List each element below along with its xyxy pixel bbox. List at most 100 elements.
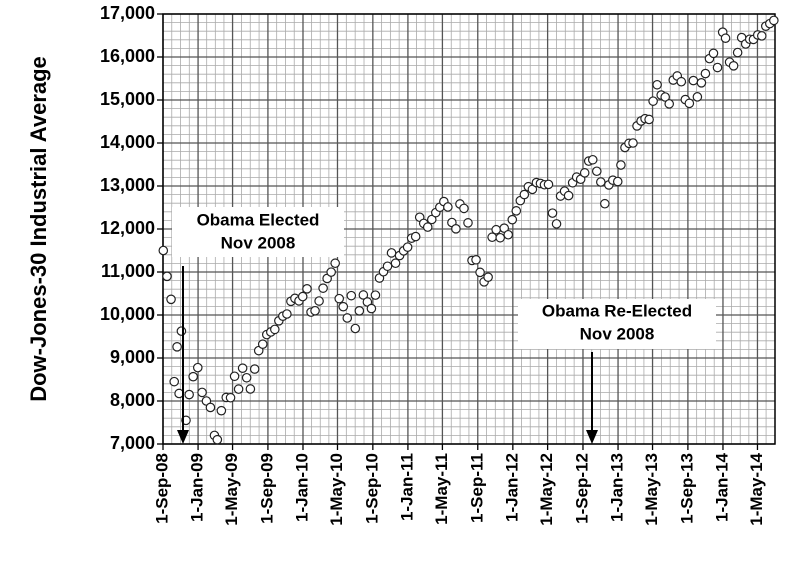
annotation-text: Nov 2008 xyxy=(580,324,655,343)
data-point xyxy=(600,198,610,209)
data-point xyxy=(197,387,207,398)
data-point xyxy=(184,389,194,400)
data-point xyxy=(233,384,244,394)
y-tick-label: 7,000 xyxy=(110,433,155,453)
y-tick-label: 13,000 xyxy=(100,175,155,195)
data-point xyxy=(511,206,522,216)
data-point xyxy=(732,47,743,58)
data-point xyxy=(471,254,481,265)
marks xyxy=(158,15,779,445)
x-tick-label: 1-Sep-08 xyxy=(152,453,171,524)
data-point xyxy=(628,138,638,148)
data-point xyxy=(660,92,670,102)
data-point xyxy=(188,371,198,382)
data-point xyxy=(297,291,308,302)
x-tick-label: 1-Sep-12 xyxy=(572,453,591,524)
data-point xyxy=(326,267,336,277)
annotation-text: Obama Elected xyxy=(197,210,320,229)
data-point xyxy=(644,114,654,125)
x-tick-label: 1-May-10 xyxy=(327,453,346,526)
data-point xyxy=(270,324,280,335)
x-tick-label: 1-Jan-09 xyxy=(188,453,207,522)
data-point xyxy=(282,309,292,319)
data-point xyxy=(172,342,182,352)
data-point xyxy=(426,214,437,225)
data-point xyxy=(579,168,590,178)
data-point xyxy=(595,177,606,187)
data-point xyxy=(212,434,223,445)
x-tick-label: 1-May-13 xyxy=(642,453,661,526)
data-point xyxy=(216,405,227,416)
axes: 7,000 8,000 9,000 10,000 11,000 12,000 13,000 1… xyxy=(100,3,776,526)
data-point xyxy=(257,339,268,349)
data-point xyxy=(205,402,216,413)
y-tick-label: 8,000 xyxy=(110,390,155,410)
data-point xyxy=(543,179,554,190)
data-point xyxy=(756,31,767,41)
x-tick-label: 1-Jan-10 xyxy=(292,453,311,522)
annotation-arrowhead xyxy=(586,430,598,444)
data-point xyxy=(249,364,260,374)
data-point xyxy=(700,68,711,79)
plot-frame xyxy=(162,13,776,445)
data-point xyxy=(612,176,623,187)
data-point xyxy=(358,290,369,300)
data-point xyxy=(158,245,169,256)
data-point xyxy=(386,248,397,258)
data-point xyxy=(563,190,574,201)
data-point xyxy=(354,306,365,316)
annotation-text: Nov 2008 xyxy=(221,233,296,252)
x-tick-label: 1-May-09 xyxy=(222,453,241,526)
data-point xyxy=(684,98,695,109)
x-tick-label: 1-May-14 xyxy=(747,452,766,525)
data-point xyxy=(708,48,719,59)
data-point xyxy=(463,218,473,228)
data-point xyxy=(503,229,514,240)
data-point xyxy=(688,75,699,86)
data-point xyxy=(652,79,662,90)
data-point xyxy=(443,202,453,212)
data-point xyxy=(338,301,349,312)
data-point xyxy=(169,376,180,387)
x-tick-label: 1-Sep-10 xyxy=(362,453,381,524)
data-point xyxy=(237,363,248,373)
annotation-text: Obama Re-Elected xyxy=(542,301,692,320)
data-point xyxy=(491,224,501,235)
data-point xyxy=(495,232,505,243)
data-point xyxy=(342,313,353,323)
data-point xyxy=(229,371,240,382)
data-point xyxy=(302,284,312,294)
data-point xyxy=(648,96,658,106)
data-point xyxy=(616,160,626,170)
annotation-box xyxy=(172,207,344,257)
data-point xyxy=(162,271,172,282)
x-tick-label: 1-Sep-13 xyxy=(677,453,696,524)
data-point xyxy=(402,242,413,252)
data-point xyxy=(475,267,485,278)
data-point xyxy=(696,78,707,88)
data-point xyxy=(728,61,739,71)
data-point xyxy=(192,362,203,373)
y-tick-label: 17,000 xyxy=(100,3,155,23)
data-point xyxy=(318,283,328,293)
data-point xyxy=(483,272,493,283)
data-point xyxy=(551,219,562,229)
data-point xyxy=(245,384,256,394)
y-tick-label: 14,000 xyxy=(100,132,155,152)
data-point xyxy=(330,258,340,269)
data-point xyxy=(712,62,723,73)
data-point xyxy=(547,208,558,218)
data-point xyxy=(591,166,602,177)
data-point xyxy=(346,290,357,301)
x-tick-label: 1-May-11 xyxy=(432,453,451,525)
data-point xyxy=(241,372,252,383)
y-tick-label: 11,000 xyxy=(101,261,155,281)
y-tick-label: 15,000 xyxy=(100,89,155,109)
x-tick-label: 1-May-12 xyxy=(537,453,556,526)
annotation-box xyxy=(518,299,716,349)
data-point xyxy=(507,214,518,225)
data-point xyxy=(676,76,687,87)
y-tick-label: 9,000 xyxy=(110,347,155,367)
x-tick-label: 1-Jan-14 xyxy=(712,452,731,522)
